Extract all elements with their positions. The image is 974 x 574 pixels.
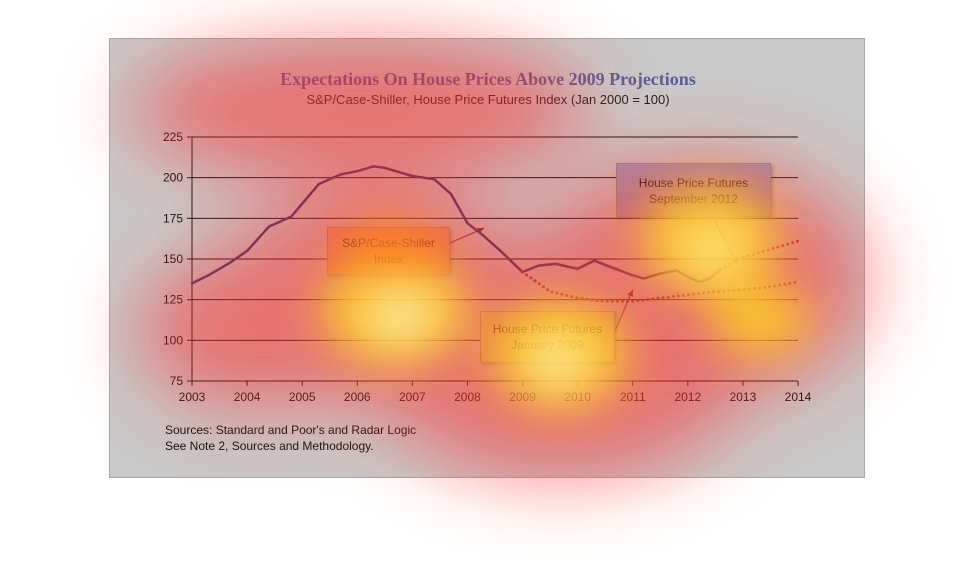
callout-futures-january-line-1: House Price Futures	[492, 322, 603, 336]
x-tick-label-2006: 2006	[344, 390, 371, 404]
x-tick-label-2009: 2009	[509, 390, 536, 404]
callout-futures-september-line-1: House Price Futures	[638, 176, 749, 190]
arrow-futures-september	[712, 216, 738, 265]
y-tick-label-150: 150	[163, 252, 183, 266]
x-tick-label-2007: 2007	[399, 390, 426, 404]
x-tick-label-2004: 2004	[234, 390, 261, 404]
x-tick-label-2003: 2003	[179, 390, 206, 404]
y-tick-label-175: 175	[163, 211, 183, 225]
source-note-1: Sources: Standard and Poor's and Radar L…	[165, 423, 417, 437]
y-tick-label-200: 200	[163, 171, 183, 185]
x-tick-label-2012: 2012	[674, 390, 701, 404]
x-tick-label-2005: 2005	[289, 390, 316, 404]
x-tick-label-2013: 2013	[730, 390, 757, 404]
callout-futures-september: House Price Futures September 2012	[616, 163, 771, 217]
x-tick-label-2008: 2008	[454, 390, 481, 404]
callout-futures-january: House Price Futures January 2009	[480, 311, 615, 363]
chart-title: Expectations On House Prices Above 2009 …	[280, 69, 696, 89]
y-tick-label-100: 100	[163, 333, 183, 347]
y-tick-label-75: 75	[170, 374, 184, 388]
callout-case-shiller-line-1: S&P/Case-Shiller	[342, 236, 435, 250]
source-note-2: See Note 2, Sources and Methodology.	[165, 439, 374, 453]
x-tick-label-2011: 2011	[620, 390, 646, 404]
arrow-futures-january	[614, 289, 634, 332]
y-tick-label-225: 225	[163, 130, 183, 144]
callout-case-shiller: S&P/Case-Shiller Index	[327, 227, 450, 275]
series-line-house-price-futures-january-2009	[521, 270, 800, 303]
x-tick-label-2010: 2010	[564, 390, 591, 404]
callout-futures-january-line-2: January 2009	[511, 338, 584, 352]
chart-subtitle: S&P/Case-Shiller, House Price Futures In…	[306, 92, 670, 107]
callout-futures-september-line-2: September 2012	[649, 192, 738, 206]
callout-case-shiller-line-2: Index	[373, 252, 404, 266]
chart-panel: 75 100 125 150 175 200 225 2003 2004 2005 2006 2007…	[109, 38, 865, 478]
x-tick-label-2014: 2014	[785, 390, 812, 404]
y-tick-label-125: 125	[163, 293, 183, 307]
